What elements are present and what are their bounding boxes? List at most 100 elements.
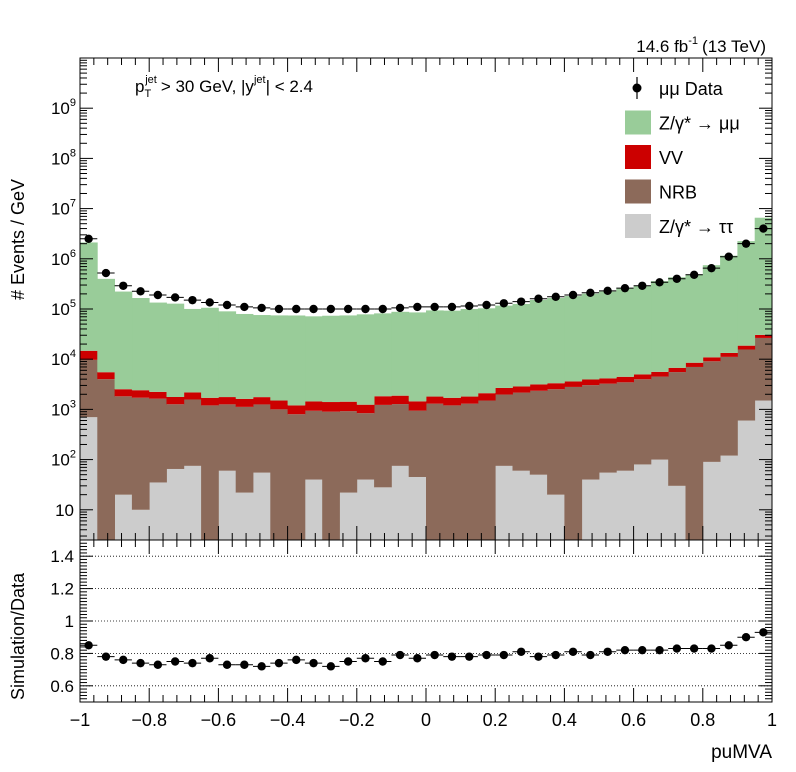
- ratio-point: [292, 655, 301, 665]
- zmumu-bar: [547, 298, 565, 384]
- main-y-tick-label: 102: [51, 449, 76, 470]
- cut-label: pTjet > 30 GeV, |yjet| < 2.4: [135, 74, 313, 100]
- vv-bar: [754, 334, 773, 338]
- zmumu-bar: [702, 265, 721, 358]
- zmumu-bar: [460, 309, 479, 397]
- nrb-bar: [166, 404, 185, 469]
- ratio-point: [724, 641, 733, 650]
- data-point: [170, 293, 180, 302]
- main-y-tick-label: 107: [51, 198, 76, 219]
- zmumu-bar: [495, 305, 513, 388]
- data-point: [361, 304, 370, 314]
- data-point: [447, 302, 457, 312]
- ratio-point: [222, 660, 232, 669]
- data-point: [326, 304, 336, 314]
- nrb-bar: [339, 411, 358, 493]
- nrb-bar: [685, 366, 704, 540]
- nrb-bar: [737, 349, 756, 421]
- zmumu-bar: [322, 315, 340, 403]
- ztautau-bar: [166, 468, 185, 540]
- legend-vv-swatch: [625, 145, 651, 169]
- ratio-point: [343, 657, 353, 666]
- zmumu-bar: [408, 312, 427, 402]
- ratio-panel: 0.6 0.8 1 1.2 1.4 −1 −0.8 −0.6 −0.4 −0.2 0 0.2 0.4 0…: [50, 539, 777, 730]
- zmumu-bar: [149, 302, 167, 392]
- ratio-y-tick-label: 0.6: [50, 677, 74, 696]
- zmumu-bar: [616, 288, 634, 377]
- ztautau-bar: [356, 479, 375, 540]
- vv-bar: [235, 398, 254, 407]
- vv-bar: [460, 396, 479, 404]
- vv-bar: [512, 386, 531, 393]
- ratio-point: [655, 645, 664, 655]
- ratio-y-tick-label: 1.4: [50, 547, 74, 566]
- legend: μμ Data Z/γ* → μμ VV NRB Z/γ* → ττ: [625, 77, 740, 238]
- legend-data-marker: [632, 83, 642, 93]
- nrb-bar: [80, 359, 98, 418]
- zmumu-bar: [581, 293, 600, 380]
- zmumu-bar: [339, 315, 358, 402]
- ratio-y-tick-label: 1.2: [50, 580, 74, 599]
- zmumu-bar: [668, 277, 686, 368]
- ztautau-bar: [374, 487, 392, 540]
- nrb-bar: [426, 403, 444, 540]
- legend-ztautau-label: Z/γ* → ττ: [659, 217, 733, 237]
- stacked-histograms: [80, 0, 773, 540]
- ratio-x-tick-label: 0.2: [483, 710, 508, 730]
- vv-bar: [668, 367, 686, 373]
- data-point: [586, 288, 595, 298]
- ratio-point: [326, 662, 336, 671]
- main-y-axis: 10 102 103 104 105 106 107 108 109: [51, 59, 772, 537]
- ztautau-bar: [512, 470, 531, 540]
- ratio-point: [101, 652, 111, 661]
- ratio-point: [465, 652, 474, 661]
- data-point: [551, 292, 560, 301]
- vv-bar: [149, 391, 167, 399]
- data-point: [603, 286, 612, 296]
- zmumu-bar: [720, 255, 738, 353]
- zmumu-bar: [253, 315, 271, 398]
- zmumu-bar: [270, 315, 288, 401]
- ztautau-bar: [218, 470, 237, 540]
- vv-bar: [253, 397, 271, 405]
- nrb-bar: [131, 397, 150, 510]
- ratio-point: [516, 647, 526, 656]
- vv-bar: [270, 400, 288, 410]
- zmumu-bar: [235, 313, 254, 399]
- vv-bar: [166, 397, 185, 405]
- ratio-x-tick-label: 0: [421, 710, 431, 730]
- data-point: [741, 239, 751, 248]
- vv-bar: [477, 393, 496, 401]
- ztautau-bar: [616, 470, 634, 540]
- ratio-point: [672, 644, 682, 653]
- ratio-point: [603, 647, 612, 656]
- main-panel: 10 102 103 104 105 106 107 108 109: [51, 0, 773, 541]
- zmumu-bar: [443, 310, 461, 398]
- ratio-point: [205, 654, 214, 663]
- ztautau-bar: [304, 479, 323, 540]
- nrb-bar: [114, 396, 133, 495]
- nrb-bar: [616, 382, 634, 471]
- data-point: [413, 302, 422, 312]
- data-point: [689, 270, 699, 279]
- vv-bar: [131, 390, 150, 398]
- data-point: [188, 295, 197, 305]
- zmumu-bar: [477, 308, 496, 394]
- ratio-y-title: Simulation/Data: [8, 572, 28, 700]
- vv-bar: [374, 396, 392, 405]
- zmumu-bar: [391, 311, 410, 396]
- nrb-bar: [702, 361, 721, 462]
- ratio-point: [707, 644, 716, 653]
- nrb-bar: [218, 404, 237, 471]
- zmumu-bar: [374, 313, 392, 397]
- vv-bar: [599, 378, 617, 384]
- nrb-bar: [304, 410, 323, 480]
- ratio-point: [447, 652, 457, 661]
- ztautau-bar: [114, 494, 133, 540]
- data-point: [638, 281, 647, 290]
- data-point: [274, 304, 284, 314]
- main-y-tick-label: 104: [51, 348, 76, 369]
- ztautau-bar: [702, 461, 721, 540]
- vv-bar: [564, 381, 583, 387]
